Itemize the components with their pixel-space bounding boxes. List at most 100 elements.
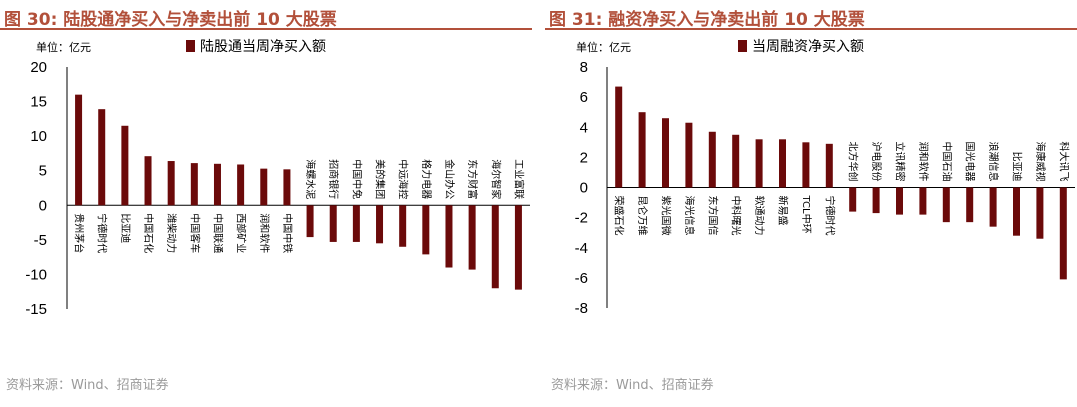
bar [98, 109, 106, 206]
category-label: 西部矿业 [235, 213, 248, 253]
bar [167, 161, 175, 206]
y-tick-label: -15 [25, 301, 47, 318]
bar [615, 86, 623, 188]
legend-swatch [186, 40, 195, 52]
y-tick-label: 8 [580, 59, 588, 76]
category-label: 东方国信 [706, 196, 719, 236]
category-label: 美的集团 [374, 159, 387, 199]
bar [491, 205, 499, 289]
category-label: 北方华创 [847, 142, 860, 182]
category-label: 中国中免 [350, 159, 363, 199]
bar [144, 156, 152, 206]
category-label: 科大讯飞 [1057, 142, 1070, 182]
category-label: 中国客车 [188, 213, 201, 253]
y-tick-label: -5 [34, 232, 47, 249]
y-tick-label: -6 [575, 270, 588, 287]
y-tick-label: 10 [30, 128, 47, 145]
category-label: 软通动力 [753, 196, 766, 236]
bar [514, 205, 522, 290]
bar [121, 125, 129, 206]
category-label: 工业富联 [512, 159, 525, 199]
bar [422, 205, 430, 255]
category-label: 中国联通 [211, 213, 224, 253]
bar [872, 187, 880, 214]
y-tick-label: -8 [575, 300, 588, 317]
bar [825, 143, 833, 188]
category-label: 招商银行 [327, 159, 340, 199]
chart-panel-left: 图 30: 陆股通净买入与净卖出前 10 大股票 20 15 10 5 0 -5 -10 -1… [0, 0, 532, 407]
category-label: 比亚迪 [1011, 152, 1023, 182]
title-rule [0, 28, 532, 30]
bar [1036, 187, 1044, 239]
bar [213, 163, 221, 206]
bar [989, 187, 997, 227]
category-label: 海尔智家 [489, 159, 502, 199]
y-tick-label: 15 [30, 94, 47, 111]
category-label: 金山办公 [443, 159, 456, 199]
unit-label: 单位：亿元 [576, 40, 631, 54]
y-tick-label: -4 [575, 240, 588, 257]
category-label: 贵州茅台 [73, 213, 86, 253]
bar [1059, 187, 1067, 280]
bar [779, 139, 786, 188]
bar [966, 187, 974, 223]
figure-title: 陆股通净买入与净卖出前 10 大股票 [63, 10, 337, 30]
bar [662, 118, 669, 188]
bar [75, 94, 83, 206]
bar [755, 139, 763, 188]
legend-label: 当周融资净买入额 [752, 39, 864, 55]
y-tick-label: -10 [25, 266, 47, 283]
category-label: 宁德时代 [96, 213, 109, 253]
bar [942, 187, 950, 223]
bar [283, 169, 291, 206]
bar [896, 187, 903, 215]
bar [919, 187, 927, 215]
y-tick-label: -2 [575, 210, 588, 227]
category-label: 中国中铁 [281, 213, 294, 253]
y-tick-label: 20 [30, 59, 47, 76]
bar [638, 112, 646, 188]
category-label: 比亚迪 [119, 213, 131, 243]
category-label: 中国石化 [142, 213, 155, 253]
bar [685, 122, 693, 188]
legend-label: 陆股通当周净买入额 [200, 39, 326, 55]
bar [708, 131, 716, 188]
bar [237, 164, 245, 206]
category-label: 中科曙光 [730, 196, 743, 236]
source-note: 资料来源：Wind、招商证券 [6, 378, 169, 393]
figure-label: 图 31: [549, 10, 603, 30]
bar [376, 205, 384, 244]
bar [352, 205, 360, 242]
category-label: 东方财富 [466, 159, 479, 199]
category-label: 荣盛石化 [613, 196, 626, 236]
figure-title: 融资净买入与净卖出前 10 大股票 [608, 10, 865, 30]
category-label: 宁德时代 [823, 196, 836, 236]
category-label: 新易盛 [777, 196, 790, 226]
bar [445, 205, 453, 268]
y-tick-label: 6 [580, 89, 588, 106]
category-label: 海光信息 [683, 196, 696, 236]
y-tick-label: 4 [580, 119, 588, 136]
bar [329, 205, 337, 242]
category-label: 紫光国微 [660, 196, 673, 236]
category-label: 浪潮信息 [987, 142, 1000, 182]
bar [849, 187, 857, 212]
legend-swatch [738, 40, 747, 52]
category-label: 沪电股份 [870, 142, 883, 182]
y-tick-label: 0 [39, 197, 47, 214]
category-label: 昆仑万维 [636, 196, 649, 236]
chart-panel-right: 图 31: 融资净买入与净卖出前 10 大股票 8 6 4 2 0 -2 -4 -6 -8 单位：… [545, 0, 1077, 407]
figure-label: 图 30: [4, 10, 58, 30]
category-label: 润和软件 [917, 142, 930, 182]
category-label: 潍柴动力 [165, 213, 178, 253]
bar [260, 168, 268, 206]
bar [1013, 187, 1020, 236]
bar [190, 163, 198, 206]
bar [306, 205, 314, 238]
chart-title: 图 30: 陆股通净买入与净卖出前 10 大股票 [4, 5, 337, 30]
source-note: 资料来源：Wind、招商证券 [551, 378, 714, 393]
category-label: 海康威视 [1034, 142, 1047, 182]
chart-title: 图 31: 融资净买入与净卖出前 10 大股票 [549, 5, 865, 30]
